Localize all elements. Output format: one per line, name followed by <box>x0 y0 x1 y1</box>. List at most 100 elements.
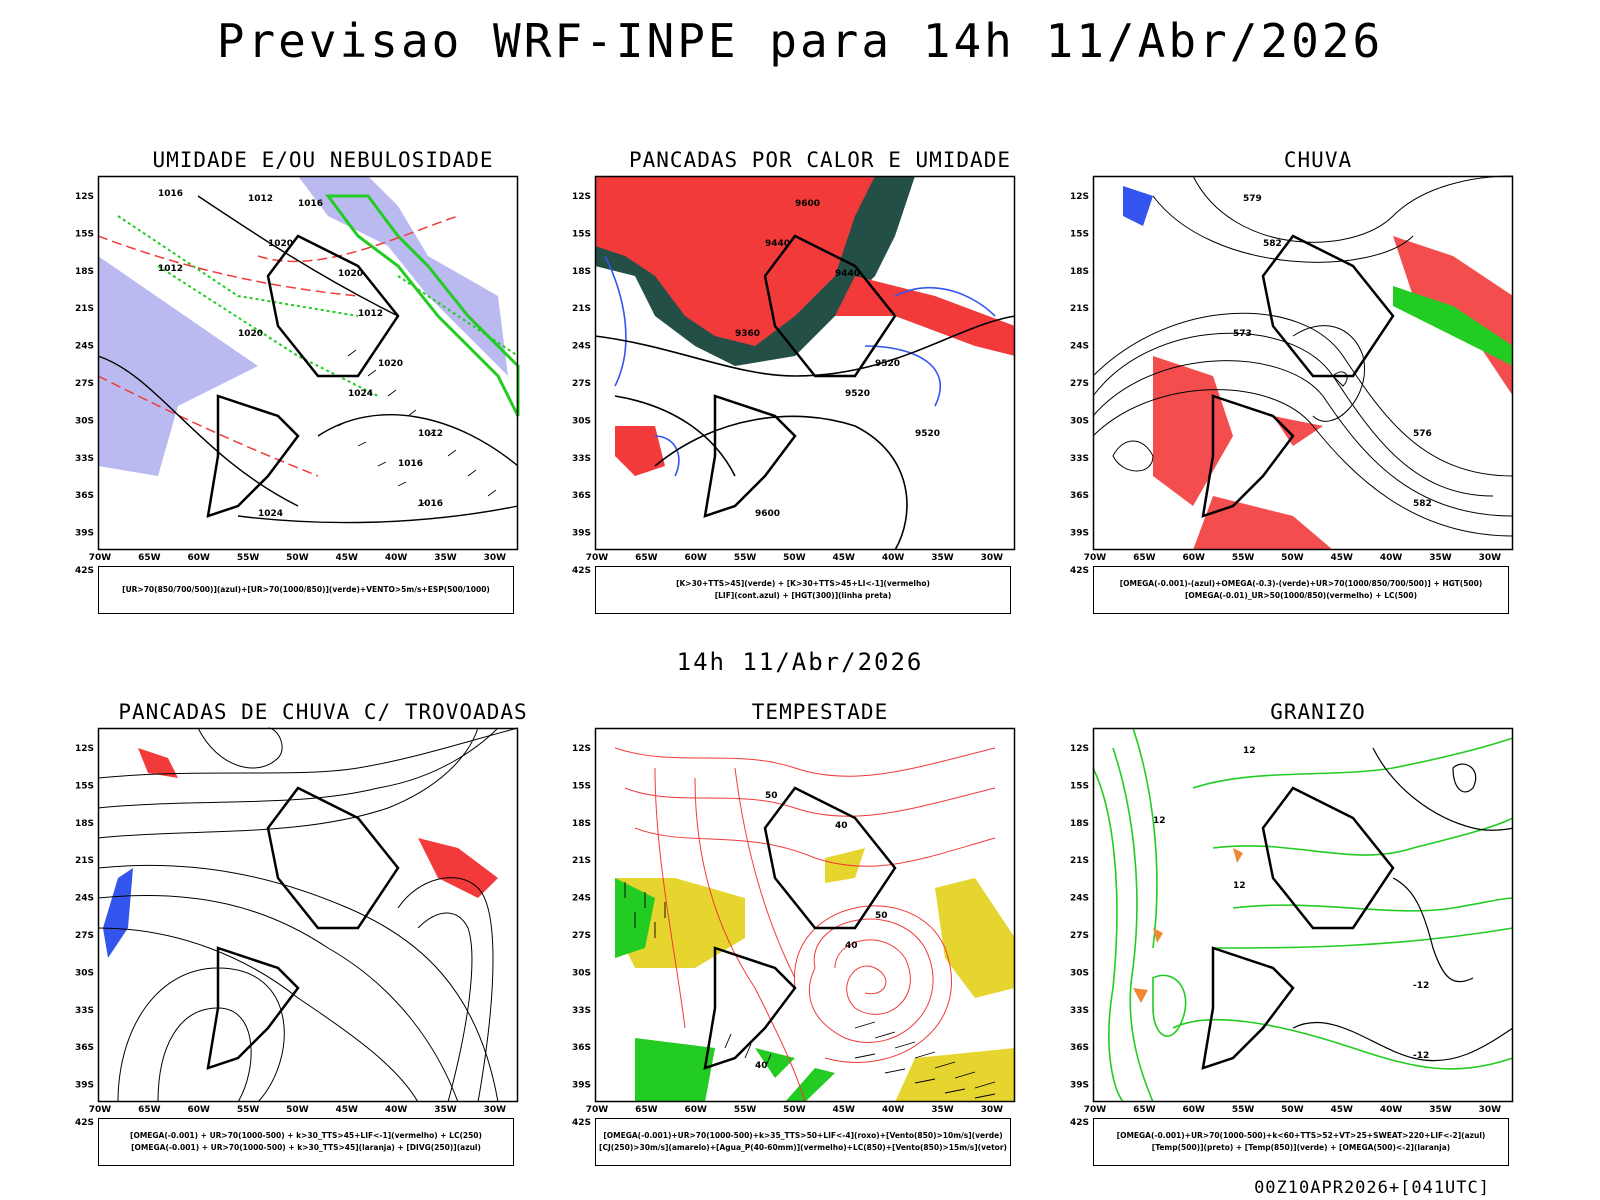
contour-label: 9600 <box>755 509 780 519</box>
contour-label: 1012 <box>418 429 443 439</box>
lon-tick-label: 65W <box>1133 553 1156 563</box>
contour-label: -12 <box>1413 981 1429 991</box>
contour-label: 9360 <box>735 329 760 339</box>
lon-tick-label: 60W <box>1182 1105 1205 1115</box>
lon-tick-label: 65W <box>635 1105 658 1115</box>
footer-run-info: 00Z10APR2026+[041UTC] <box>1254 1178 1490 1198</box>
lat-tick-label: 42S <box>75 1118 94 1128</box>
storm-area-red <box>138 748 498 898</box>
lat-tick-label: 15S <box>1070 229 1089 239</box>
lon-tick-label: 55W <box>734 553 757 563</box>
lat-tick-label: 12S <box>75 744 94 754</box>
contour-label: 576 <box>1413 429 1432 439</box>
lat-tick-label: 12S <box>75 192 94 202</box>
rain-area-green <box>1393 286 1513 366</box>
contour-label: 12 <box>1243 746 1256 756</box>
divergence-area-blue <box>103 868 133 958</box>
lon-tick-label: 55W <box>734 1105 757 1115</box>
lon-tick-label: 50W <box>286 553 309 563</box>
contour-label: 1020 <box>268 239 293 249</box>
lon-tick-label: 65W <box>635 553 658 563</box>
contour-label: 1024 <box>348 389 373 399</box>
panel-legend: [OMEGA(-0.001) + UR>70(1000-500) + k>30_… <box>98 1118 514 1166</box>
lon-tick-label: 50W <box>783 553 806 563</box>
lon-tick-label: 65W <box>1133 1105 1156 1115</box>
panel-chuva: CHUVA 12S 15S 18S 21S 24S 27S 30S 33S 36S 39S 42S 7… <box>1070 148 1558 628</box>
lat-tick-label: 42S <box>75 566 94 576</box>
panel-legend: [OMEGA(-0.001)-(azul)+OMEGA(-0.3)-(verde… <box>1093 566 1509 614</box>
lat-tick-label: 36S <box>75 1043 94 1053</box>
lat-tick-label: 12S <box>1070 192 1089 202</box>
contour-label: 1012 <box>358 309 383 319</box>
lon-tick-label: 30W <box>1479 1105 1502 1115</box>
contour-label: 1016 <box>158 189 183 199</box>
lon-tick-label: 30W <box>1479 553 1502 563</box>
contour-label: 1012 <box>248 194 273 204</box>
contour-label: 1020 <box>238 329 263 339</box>
lon-tick-label: 60W <box>684 1105 707 1115</box>
lon-tick-label: 35W <box>434 1105 457 1115</box>
contour-label: 573 <box>1233 329 1252 339</box>
lon-tick-label: 70W <box>586 1105 609 1115</box>
contour-label: 579 <box>1243 194 1262 204</box>
lat-tick-label: 24S <box>572 894 591 904</box>
lat-tick-label: 42S <box>1070 566 1089 576</box>
lat-tick-label: 18S <box>572 819 591 829</box>
lat-tick-label: 24S <box>75 342 94 352</box>
lat-tick-label: 27S <box>1070 931 1089 941</box>
panel-trovoadas: PANCADAS DE CHUVA C/ TROVOADAS 12S 15S 18S <box>75 700 563 1180</box>
lon-tick-label: 45W <box>833 1105 856 1115</box>
panel-umidade: UMIDADE E/OU NEBULOSIDADE 12S 15S 18S 21S 24… <box>75 148 563 628</box>
contour-label: 9600 <box>795 199 820 209</box>
lon-tick-label: 45W <box>1331 553 1354 563</box>
lat-tick-label: 39S <box>572 529 591 539</box>
lon-tick-label: 40W <box>1380 1105 1403 1115</box>
lat-tick-label: 15S <box>572 781 591 791</box>
lat-tick-label: 12S <box>572 744 591 754</box>
panel-granizo: GRANIZO 12S 15S 1 <box>1070 700 1558 1180</box>
lat-tick-label: 15S <box>75 229 94 239</box>
contour-label: 12 <box>1153 816 1166 826</box>
lon-tick-label: 70W <box>89 553 112 563</box>
lon-tick-label: 60W <box>684 553 707 563</box>
wind-area-green <box>615 878 835 1102</box>
lat-tick-label: 33S <box>1070 454 1089 464</box>
lat-tick-label: 24S <box>75 894 94 904</box>
lon-tick-label: 60W <box>1182 553 1205 563</box>
lon-tick-label: 50W <box>286 1105 309 1115</box>
lon-tick-label: 40W <box>882 1105 905 1115</box>
panel-legend: [OMEGA(-0.001)+UR>70(1000-500)+k>35_TTS>… <box>595 1118 1011 1166</box>
lon-tick-label: 70W <box>1084 553 1107 563</box>
contour-label: 1016 <box>418 499 443 509</box>
contour-label: 1020 <box>338 269 363 279</box>
panel-pancadas-calor: PANCADAS POR CALOR E UMIDADE 12S 15S 18S 21… <box>572 148 1060 628</box>
panel-legend: [K>30+TTS>45](verde) + [K>30+TTS>45+LI<-… <box>595 566 1011 614</box>
contour-label: 9520 <box>875 359 900 369</box>
lon-tick-label: 55W <box>1232 1105 1255 1115</box>
lat-tick-label: 21S <box>572 304 591 314</box>
lat-tick-label: 36S <box>1070 1043 1089 1053</box>
contour-label: 9440 <box>835 269 860 279</box>
lat-tick-label: 33S <box>572 454 591 464</box>
contour-label: 1016 <box>298 199 323 209</box>
map-trovoadas: 12S 15S 18S 21S 24S 27S 30S 33S 36S 39S 42S 70W 65W 6… <box>75 727 519 1128</box>
map-granizo: 12S 15S 18S 21S 24S 27S 30S 33S 36S 39S 42S 70W 65W 6… <box>1070 727 1514 1128</box>
lon-tick-label: 50W <box>783 1105 806 1115</box>
lon-tick-label: 55W <box>237 1105 260 1115</box>
panel-tempestade: TEMPESTADE 12S 15S 18S 21S 24S <box>572 700 1060 1180</box>
contour-label: 9520 <box>845 389 870 399</box>
lon-tick-label: 35W <box>1429 553 1452 563</box>
panel-title: TEMPESTADE <box>751 700 889 724</box>
lon-tick-label: 35W <box>1429 1105 1452 1115</box>
panel-title: GRANIZO <box>1270 700 1366 724</box>
contour-label: 582 <box>1263 239 1282 249</box>
lon-tick-label: 45W <box>1331 1105 1354 1115</box>
lat-tick-label: 18S <box>1070 819 1089 829</box>
lat-tick-label: 18S <box>1070 267 1089 277</box>
lon-tick-label: 65W <box>138 1105 161 1115</box>
rain-area-blue <box>1123 186 1153 226</box>
lon-tick-label: 40W <box>385 553 408 563</box>
lon-tick-label: 50W <box>1281 553 1304 563</box>
lat-tick-label: 30S <box>75 968 94 978</box>
panel-legend: [OMEGA(-0.001)+UR>70(1000-500)+k<60+TTS>… <box>1093 1118 1509 1166</box>
